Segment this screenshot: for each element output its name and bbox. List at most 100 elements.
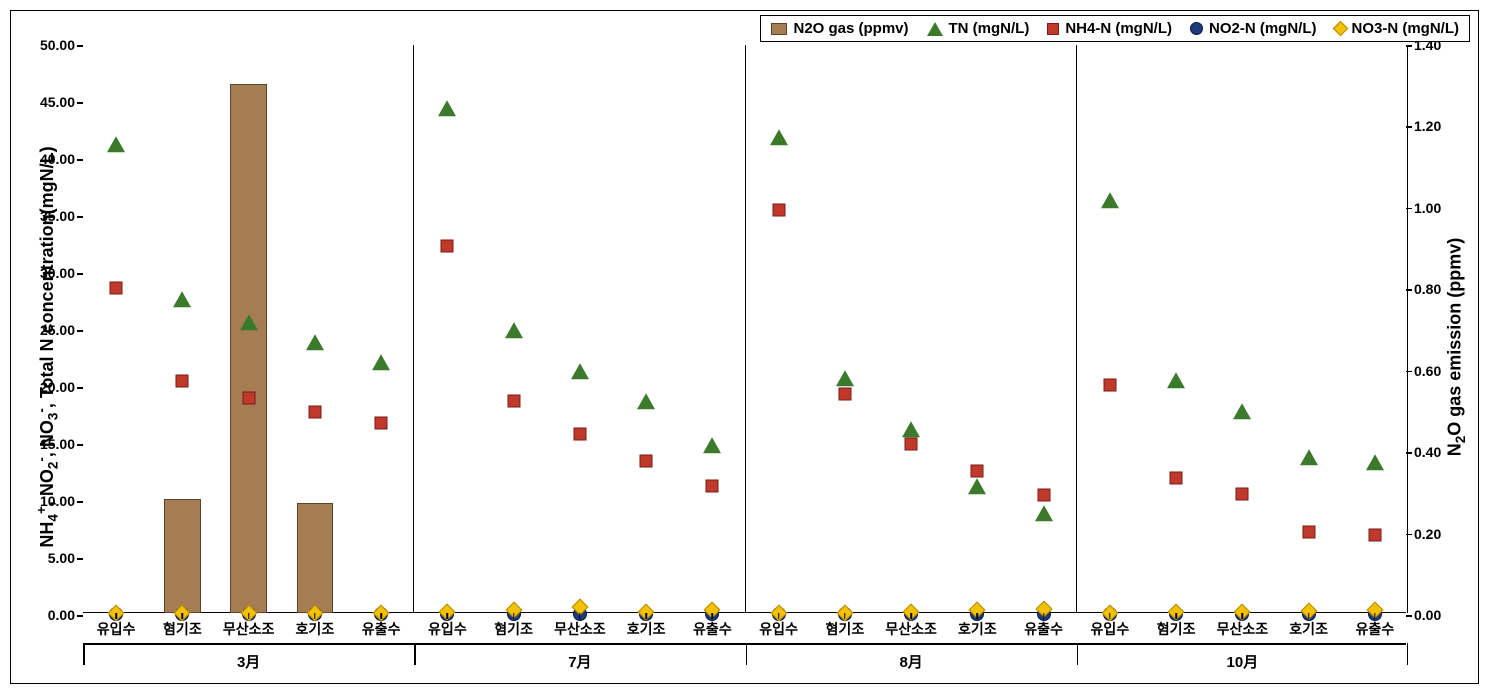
nh4-marker — [905, 438, 918, 451]
ytick-right: 0.80 — [1414, 281, 1441, 297]
xtick-label: 유출수 — [362, 619, 401, 639]
nh4-marker — [441, 239, 454, 252]
nh4-marker — [110, 281, 123, 294]
tn-marker — [306, 334, 324, 350]
xtick-label: 호기조 — [627, 619, 666, 639]
xtick-label: 유입수 — [428, 619, 467, 639]
panel-7月 — [414, 45, 745, 613]
nh4-marker — [242, 392, 255, 405]
panel-8月 — [746, 45, 1077, 613]
n2o-bar — [164, 499, 200, 613]
legend-swatch-no3 — [1332, 21, 1348, 37]
nh4-marker — [573, 427, 586, 440]
xtick-label: 혐기조 — [1157, 619, 1196, 639]
tn-marker — [968, 479, 986, 495]
ytick-right: 1.20 — [1414, 118, 1441, 134]
xtick-label: 유입수 — [1091, 619, 1130, 639]
xtick-label: 무산소조 — [554, 619, 606, 639]
legend-swatch-n2o — [771, 23, 787, 35]
xtick-label: 무산소조 — [885, 619, 937, 639]
nh4-marker — [176, 375, 189, 388]
xtick-label: 혐기조 — [494, 619, 533, 639]
nh4-marker — [640, 455, 653, 468]
tn-marker — [1300, 449, 1318, 465]
legend-label-no2: NO2-N (mgN/L) — [1209, 20, 1317, 37]
tn-marker — [1035, 505, 1053, 521]
tn-marker — [1101, 192, 1119, 208]
nh4-marker — [1037, 489, 1050, 502]
tn-marker — [902, 422, 920, 438]
tn-marker — [438, 100, 456, 116]
legend-item-nh4: NH4-N (mgN/L) — [1047, 20, 1172, 37]
tn-marker — [107, 137, 125, 153]
xtick-label: 유출수 — [1356, 619, 1395, 639]
legend: N2O gas (ppmv) TN (mgN/L) NH4-N (mgN/L) NO2… — [760, 15, 1470, 42]
y-axis-left-label: NH4+, NO2-, NO3-, Total N concentration(… — [34, 146, 61, 547]
tn-marker — [836, 370, 854, 386]
ytick-right: 0.60 — [1414, 363, 1441, 379]
n2o-bar — [297, 503, 333, 613]
xtick-label: 무산소조 — [223, 619, 275, 639]
panel-label: 3月 — [237, 651, 260, 672]
panel-10月 — [1077, 45, 1408, 613]
tn-marker — [372, 354, 390, 370]
ytick-left: 45.00 — [40, 94, 75, 110]
xtick-label: 유출수 — [1024, 619, 1063, 639]
xtick-label: 유출수 — [693, 619, 732, 639]
n2o-bar — [230, 84, 266, 613]
legend-label-no3: NO3-N (mgN/L) — [1352, 20, 1460, 37]
xtick-label: 호기조 — [296, 619, 335, 639]
tn-marker — [505, 322, 523, 338]
plot-area — [83, 45, 1406, 613]
xtick-label: 호기조 — [1289, 619, 1328, 639]
legend-item-no3: NO3-N (mgN/L) — [1335, 20, 1460, 37]
ytick-right: 0.00 — [1414, 607, 1441, 623]
tn-marker — [637, 393, 655, 409]
xtick-label: 혐기조 — [826, 619, 865, 639]
nh4-marker — [838, 387, 851, 400]
nh4-marker — [971, 465, 984, 478]
nh4-marker — [507, 394, 520, 407]
nh4-marker — [1103, 378, 1116, 391]
ytick-right: 0.20 — [1414, 526, 1441, 542]
nh4-marker — [1236, 488, 1249, 501]
chart-container: N2O gas (ppmv) TN (mgN/L) NH4-N (mgN/L) NO2… — [10, 10, 1479, 684]
nh4-marker — [1368, 529, 1381, 542]
tn-marker — [240, 314, 258, 330]
nh4-marker — [706, 480, 719, 493]
legend-label-n2o: N2O gas (ppmv) — [793, 20, 908, 37]
nh4-marker — [772, 204, 785, 217]
xtick-label: 혐기조 — [163, 619, 202, 639]
legend-label-nh4: NH4-N (mgN/L) — [1065, 20, 1172, 37]
nh4-marker — [375, 417, 388, 430]
legend-item-tn: TN (mgN/L) — [927, 20, 1030, 37]
nh4-marker — [1302, 525, 1315, 538]
tn-marker — [703, 437, 721, 453]
legend-item-n2o: N2O gas (ppmv) — [771, 20, 908, 37]
legend-label-tn: TN (mgN/L) — [949, 20, 1030, 37]
xtick-label: 호기조 — [958, 619, 997, 639]
ytick-left: 50.00 — [40, 37, 75, 53]
legend-swatch-nh4 — [1047, 23, 1059, 35]
tn-marker — [1167, 372, 1185, 388]
xtick-label: 유입수 — [97, 619, 136, 639]
y-axis-right-label: N2O gas emission (ppmv) — [1445, 238, 1469, 457]
x-axis: 유입수 혐기조 무산소조 호기조 유출수 3月 유입수 혐기조 무산소조 호기조 유출수 7月 유입수 혐… — [83, 613, 1406, 683]
legend-item-no2: NO2-N (mgN/L) — [1190, 20, 1317, 37]
legend-swatch-no2 — [1190, 22, 1203, 35]
panel-label: 10月 — [1227, 651, 1259, 672]
ytick-left: 0.00 — [48, 607, 75, 623]
legend-swatch-tn — [927, 22, 943, 36]
tn-marker — [770, 130, 788, 146]
xtick-label: 무산소조 — [1217, 619, 1269, 639]
nh4-marker — [1170, 472, 1183, 485]
panel-label: 7月 — [568, 651, 591, 672]
tn-marker — [571, 363, 589, 379]
panel-label: 8月 — [899, 651, 922, 672]
ytick-left: 5.00 — [48, 550, 75, 566]
ytick-right: 1.00 — [1414, 200, 1441, 216]
tn-marker — [1233, 403, 1251, 419]
tn-marker — [173, 292, 191, 308]
xtick-label: 유입수 — [759, 619, 798, 639]
ytick-right: 0.40 — [1414, 444, 1441, 460]
